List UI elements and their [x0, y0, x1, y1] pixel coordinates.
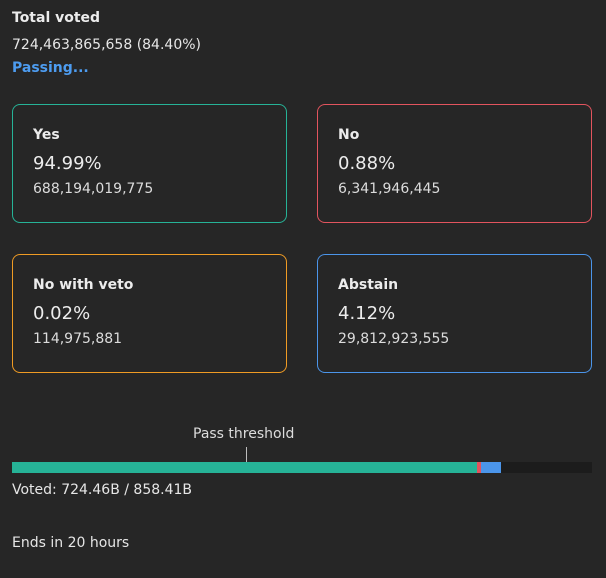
vote-card-label: No: [338, 127, 360, 143]
progress-segment-abstain: [481, 462, 502, 473]
vote-card-no: No 0.88% 6,341,946,445: [317, 104, 592, 223]
vote-card-amount: 114,975,881: [33, 331, 123, 347]
vote-card-percent: 0.88%: [338, 153, 396, 174]
vote-card-percent: 94.99%: [33, 153, 102, 174]
progress-segment-no: [476, 462, 482, 473]
vote-card-no-with-veto: No with veto 0.02% 114,975,881: [12, 254, 287, 373]
vote-summary: Total voted 724,463,865,658 (84.40%) Pas…: [12, 8, 201, 78]
vote-card-label: Abstain: [338, 277, 399, 293]
ends-in-text: Ends in 20 hours: [12, 535, 130, 551]
vote-card-label: No with veto: [33, 277, 134, 293]
passing-status: Passing...: [12, 60, 89, 76]
vote-card-percent: 4.12%: [338, 303, 396, 324]
vote-card-yes: Yes 94.99% 688,194,019,775: [12, 104, 287, 223]
vote-card-amount: 6,341,946,445: [338, 181, 441, 197]
vote-card-amount: 688,194,019,775: [33, 181, 154, 197]
total-voted-value: 724,463,865,658 (84.40%): [12, 37, 201, 53]
total-voted-title: Total voted: [12, 10, 101, 26]
pass-threshold-marker: [246, 447, 247, 462]
voted-amount-text: Voted: 724.46B / 858.41B: [12, 482, 193, 498]
vote-card-amount: 29,812,923,555: [338, 331, 450, 347]
pass-threshold-label: Pass threshold: [193, 426, 295, 442]
vote-progress-bar: [12, 462, 592, 473]
vote-card-label: Yes: [33, 127, 60, 143]
vote-card-percent: 0.02%: [33, 303, 91, 324]
vote-card-abstain: Abstain 4.12% 29,812,923,555: [317, 254, 592, 373]
progress-segment-yes: [12, 462, 477, 473]
